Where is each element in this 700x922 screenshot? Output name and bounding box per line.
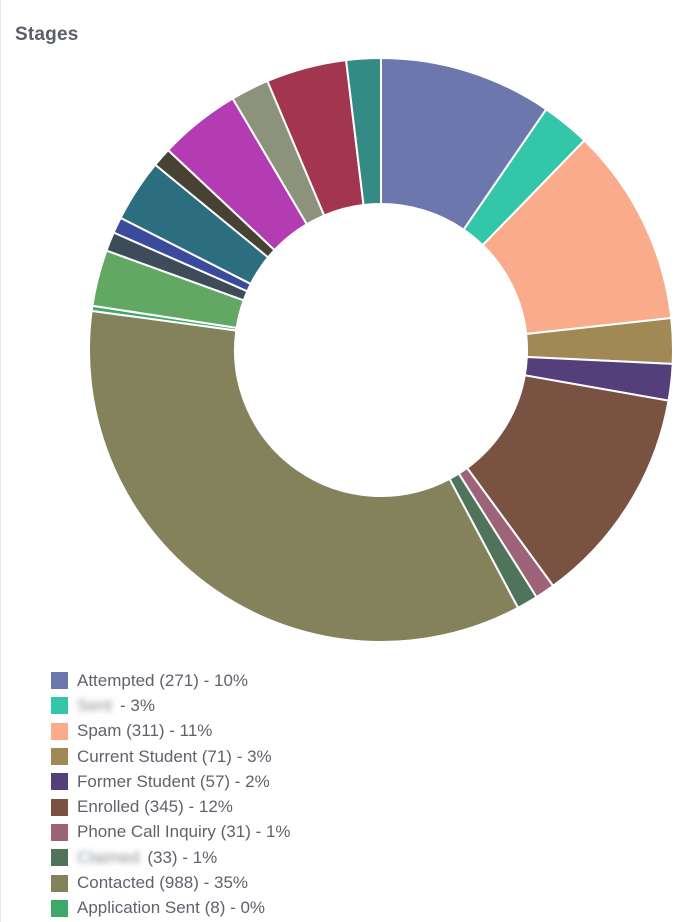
legend-swatch [51, 798, 68, 816]
legend-label: Enrolled (345) - 12% [77, 797, 233, 817]
slice-contacted-8[interactable] [88, 309, 520, 643]
legend-item-phone-call-inquiry[interactable]: Phone Call Inquiry (31) - 1% [51, 820, 291, 845]
legend-label-obscured: Claimed [77, 847, 140, 867]
legend-label: (33) - 1% [147, 847, 218, 867]
legend-item-application-sent[interactable]: Application Sent (8) - 0% [51, 896, 291, 921]
legend-item-attempted[interactable]: Attempted (271) - 10% [51, 668, 291, 693]
legend-item-claimed[interactable]: Claimed (33) - 1% [51, 845, 291, 870]
legend-swatch [51, 748, 68, 766]
legend-label: Current Student (71) - 3% [77, 746, 272, 766]
legend-label: Contacted (988) - 35% [77, 873, 249, 893]
slice-unlabeled-18[interactable] [344, 56, 382, 207]
legend-label: Phone Call Inquiry (31) - 1% [77, 822, 291, 842]
legend-item-current-student[interactable]: Current Student (71) - 3% [51, 744, 291, 769]
chart-title: Stages [15, 24, 79, 45]
legend-swatch [51, 899, 68, 917]
legend-swatch [51, 874, 68, 892]
legend-label: Spam (311) - 11% [77, 721, 213, 741]
legend-label: Application Sent (8) - 0% [77, 898, 266, 918]
legend-label: Attempted (271) - 10% [77, 670, 249, 690]
legend-item-spam[interactable]: Spam (311) - 11% [51, 719, 291, 744]
legend-label: - 3% [119, 695, 155, 715]
stages-donut-chart [88, 56, 674, 643]
legend-swatch [51, 672, 68, 690]
legend-label-obscured: Sent [77, 695, 112, 715]
legend-swatch [51, 849, 68, 867]
legend-swatch [51, 697, 68, 715]
legend-item-contacted[interactable]: Contacted (988) - 35% [51, 870, 291, 895]
chart-legend: Attempted (271) - 10% Sent - 3% Spam (311)… [51, 668, 291, 921]
legend-item-sent[interactable]: Sent - 3% [51, 693, 291, 718]
legend-swatch [51, 722, 68, 740]
legend-item-enrolled[interactable]: Enrolled (345) - 12% [51, 794, 291, 819]
legend-label: Former Student (57) - 2% [77, 771, 270, 791]
legend-item-former-student[interactable]: Former Student (57) - 2% [51, 769, 291, 794]
legend-swatch [51, 773, 68, 791]
legend-swatch [51, 823, 68, 841]
